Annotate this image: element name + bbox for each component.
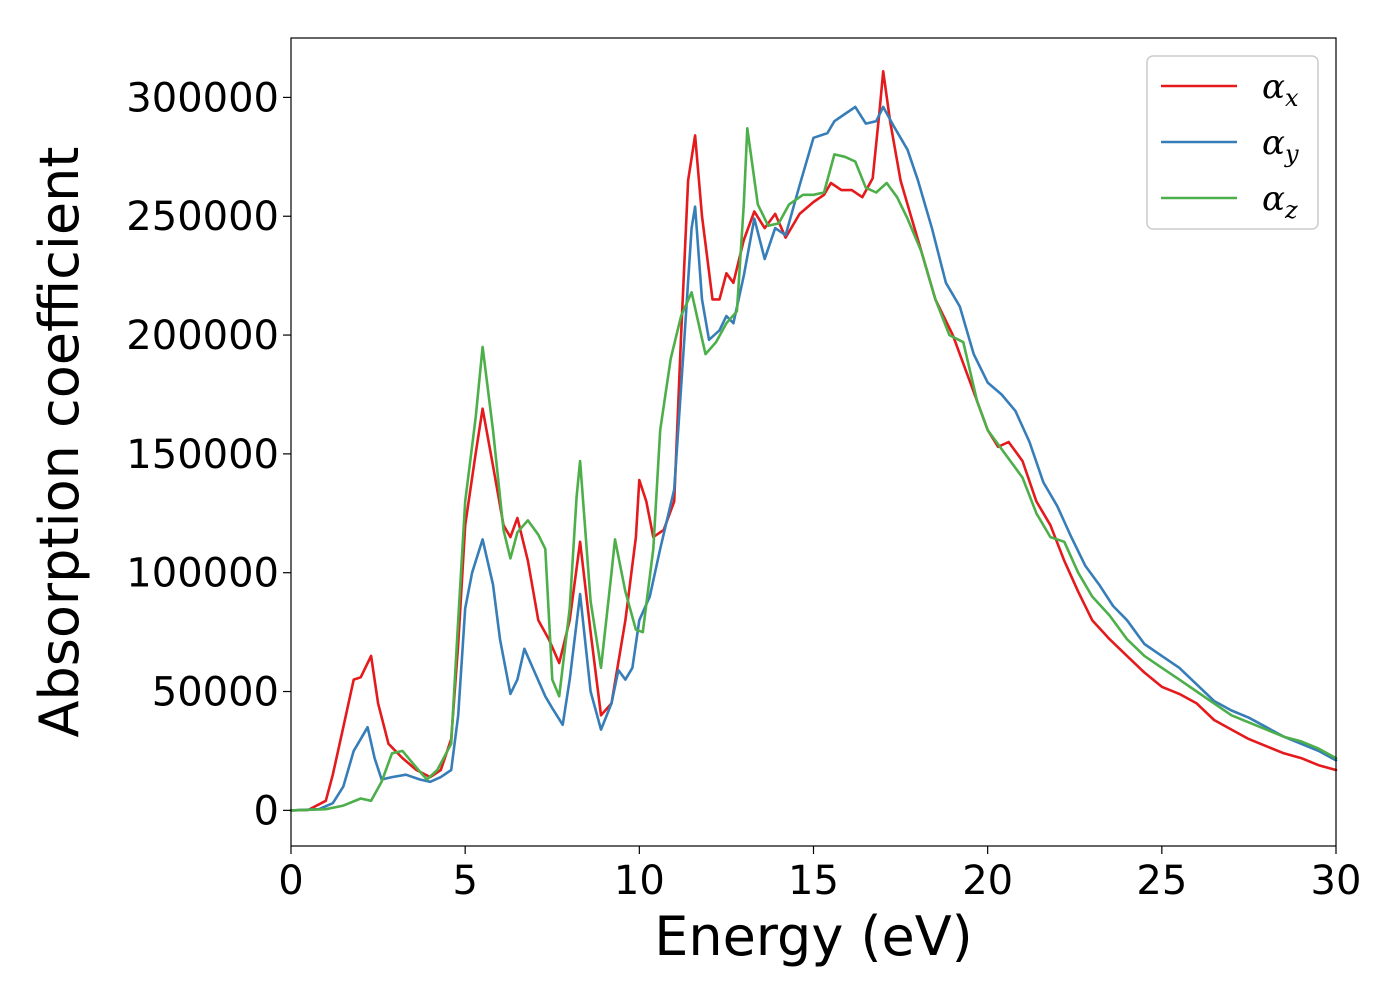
x-tick-label: 15 xyxy=(788,858,839,904)
legend-label-x: αx xyxy=(1262,67,1299,112)
y-tick-label: 150000 xyxy=(126,432,279,478)
y-axis-label: Absorption coefficient xyxy=(28,147,91,738)
series-line-x xyxy=(289,70,1338,812)
x-tick-label: 0 xyxy=(278,858,303,904)
series-line-z xyxy=(289,127,1338,812)
legend-label-z: αz xyxy=(1262,179,1298,224)
x-tick-label: 30 xyxy=(1311,858,1362,904)
y-axis-ticks: 0 50000 100000 150000 200000 250000 300000 xyxy=(126,75,291,834)
series-line-y xyxy=(289,105,1338,812)
x-axis-ticks: 0 5 10 15 20 25 30 xyxy=(278,846,1361,904)
legend-label-y: αy xyxy=(1262,123,1299,168)
x-tick-label: 25 xyxy=(1136,858,1187,904)
y-tick-label: 300000 xyxy=(126,75,279,121)
y-tick-label: 50000 xyxy=(152,670,279,716)
x-tick-label: 10 xyxy=(614,858,665,904)
series-layer xyxy=(289,70,1338,812)
x-tick-label: 20 xyxy=(962,858,1013,904)
x-axis-label: Energy (eV) xyxy=(654,905,973,968)
legend: αx αy αz xyxy=(1146,55,1319,230)
y-tick-label: 200000 xyxy=(126,313,279,359)
y-tick-label: 250000 xyxy=(126,194,279,240)
x-tick-label: 5 xyxy=(452,858,477,904)
y-tick-label: 100000 xyxy=(126,551,279,597)
y-tick-label: 0 xyxy=(254,788,279,834)
